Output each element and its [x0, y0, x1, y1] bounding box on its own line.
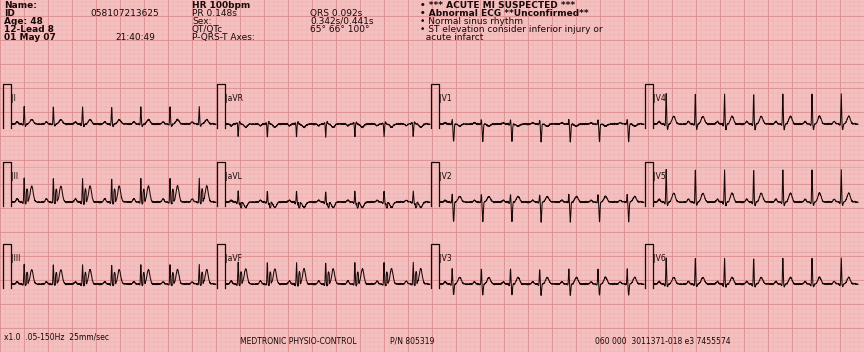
Text: |aVF: |aVF [225, 254, 242, 263]
Text: • *** ACUTE MI SUSPECTED ***: • *** ACUTE MI SUSPECTED *** [420, 1, 575, 10]
Text: x1.0  .05-150Hz  25mm/sec: x1.0 .05-150Hz 25mm/sec [4, 333, 109, 342]
Text: 058107213625: 058107213625 [90, 9, 159, 18]
Text: |I: |I [11, 94, 16, 103]
Text: 65° 66° 100°: 65° 66° 100° [310, 25, 370, 34]
Text: |aVL: |aVL [225, 172, 242, 181]
Text: |V5: |V5 [653, 172, 666, 181]
Text: |V1: |V1 [439, 94, 452, 103]
Text: HR 100bpm: HR 100bpm [192, 1, 251, 10]
Text: 01 May 07: 01 May 07 [4, 33, 56, 42]
Text: PR 0.148s: PR 0.148s [192, 9, 237, 18]
Text: ID: ID [4, 9, 15, 18]
Text: |II: |II [11, 172, 18, 181]
Text: 21:40:49: 21:40:49 [115, 33, 155, 42]
Text: Sex:: Sex: [192, 17, 212, 26]
Text: • ST elevation consider inferior injury or: • ST elevation consider inferior injury … [420, 25, 602, 34]
Text: • Abnormal ECG **Unconfirmed**: • Abnormal ECG **Unconfirmed** [420, 9, 588, 18]
Text: 060 000  3011371-018 e3 7455574: 060 000 3011371-018 e3 7455574 [595, 337, 731, 346]
Text: |V4: |V4 [653, 94, 666, 103]
Text: 0.342s/0.441s: 0.342s/0.441s [310, 17, 373, 26]
Text: P-QRS-T Axes:: P-QRS-T Axes: [192, 33, 255, 42]
Text: |V6: |V6 [653, 254, 666, 263]
Text: QRS 0.092s: QRS 0.092s [310, 9, 362, 18]
Text: |V3: |V3 [439, 254, 452, 263]
Text: P/N 805319: P/N 805319 [390, 337, 435, 346]
Text: MEDTRONIC PHYSIO-CONTROL: MEDTRONIC PHYSIO-CONTROL [240, 337, 357, 346]
Text: 12-Lead 8: 12-Lead 8 [4, 25, 54, 34]
Text: Name:: Name: [4, 1, 37, 10]
Text: acute infarct: acute infarct [420, 33, 483, 42]
Text: |aVR: |aVR [225, 94, 243, 103]
Text: QT/QTc: QT/QTc [192, 25, 223, 34]
Text: Age: 48: Age: 48 [4, 17, 43, 26]
Text: |III: |III [11, 254, 21, 263]
Text: • Normal sinus rhythm: • Normal sinus rhythm [420, 17, 523, 26]
Text: |V2: |V2 [439, 172, 452, 181]
